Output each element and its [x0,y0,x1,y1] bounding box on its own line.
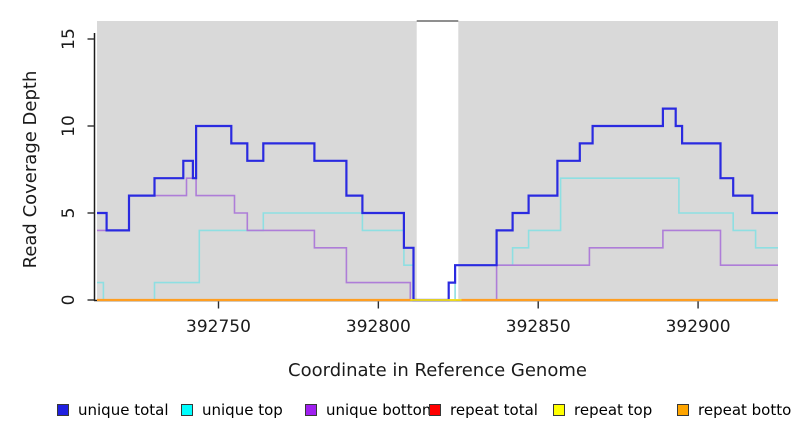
x-tick-label: 392800 [346,317,411,337]
masked-region [416,22,459,299]
legend-swatch-repeat-total [429,404,441,416]
y-axis-title: Read Coverage Depth [20,71,41,269]
legend-label-unique-total: unique total [78,401,169,419]
legend-label-repeat-bottom: repeat bottom [698,401,792,419]
legend: unique total unique top unique bottom repea… [57,401,792,419]
y-tick-label: 10 [59,115,79,137]
x-axis-title: Coordinate in Reference Genome [288,360,587,381]
legend-label-repeat-total: repeat total [450,401,538,419]
y-tick-label: 0 [59,295,79,306]
x-tick-label: 392850 [506,317,571,337]
legend-label-repeat-top: repeat top [574,401,653,419]
x-tick-label: 392750 [186,317,251,337]
legend-item-unique-total: unique total [57,401,181,419]
legend-swatch-unique-bottom [305,404,317,416]
legend-label-unique-top: unique top [202,401,283,419]
x-tick-label: 392900 [666,317,731,337]
legend-item-unique-top: unique top [181,401,305,419]
legend-swatch-repeat-bottom [677,404,689,416]
legend-swatch-unique-top [181,404,193,416]
legend-item-repeat-total: repeat total [429,401,553,419]
legend-swatch-unique-total [57,404,69,416]
legend-item-repeat-top: repeat top [553,401,677,419]
legend-item-unique-bottom: unique bottom [305,401,436,419]
series-line-unique-bottom [97,177,778,301]
legend-label-unique-bottom: unique bottom [326,401,437,419]
y-tick-label: 5 [59,208,79,219]
y-tick-label: 15 [59,28,79,50]
legend-item-repeat-bottom: repeat bottom [677,401,792,419]
legend-swatch-repeat-top [553,404,565,416]
